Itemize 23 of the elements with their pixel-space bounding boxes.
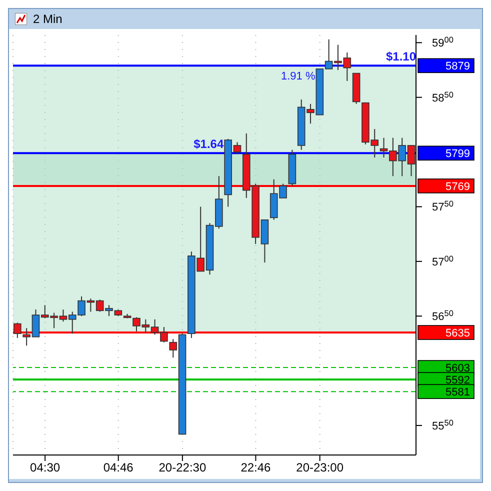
- y-tick-label: 56$^{50}$: [432, 308, 454, 324]
- annotation: 1.91 %: [281, 70, 316, 83]
- x-tick-label: 22:46: [240, 460, 272, 475]
- ref-line-label: 5769: [446, 180, 470, 193]
- ref-line-label: 5799: [446, 148, 470, 160]
- ref-line-label: 5592: [446, 374, 470, 387]
- ref-line-label: 5581: [446, 386, 470, 399]
- ref-line-label: 5635: [446, 328, 470, 340]
- y-tick-label: 58$^{50}$: [432, 90, 454, 104]
- x-tick-label: 04:46: [103, 460, 134, 475]
- y-tick-label: 55$^{50}$: [432, 418, 454, 432]
- y-tick-label: 57$^{00}$: [432, 254, 454, 268]
- chart-title: 2 Min: [32, 11, 64, 28]
- annotation: $1.64: [194, 137, 224, 152]
- annotation: $1.10: [386, 50, 416, 64]
- x-tick-label: 20-22:30: [158, 460, 206, 475]
- y-tick-label: 59$^{00}$: [432, 35, 454, 50]
- x-tick-label: 04:30: [30, 460, 60, 475]
- x-tick-label: 20-23:00: [296, 460, 344, 475]
- candlestick: [14, 322, 22, 338]
- ref-line-label: 5603: [446, 362, 470, 374]
- y-tick-label: 57$^{50}$: [432, 199, 454, 214]
- ref-line-label: 5879: [446, 60, 470, 73]
